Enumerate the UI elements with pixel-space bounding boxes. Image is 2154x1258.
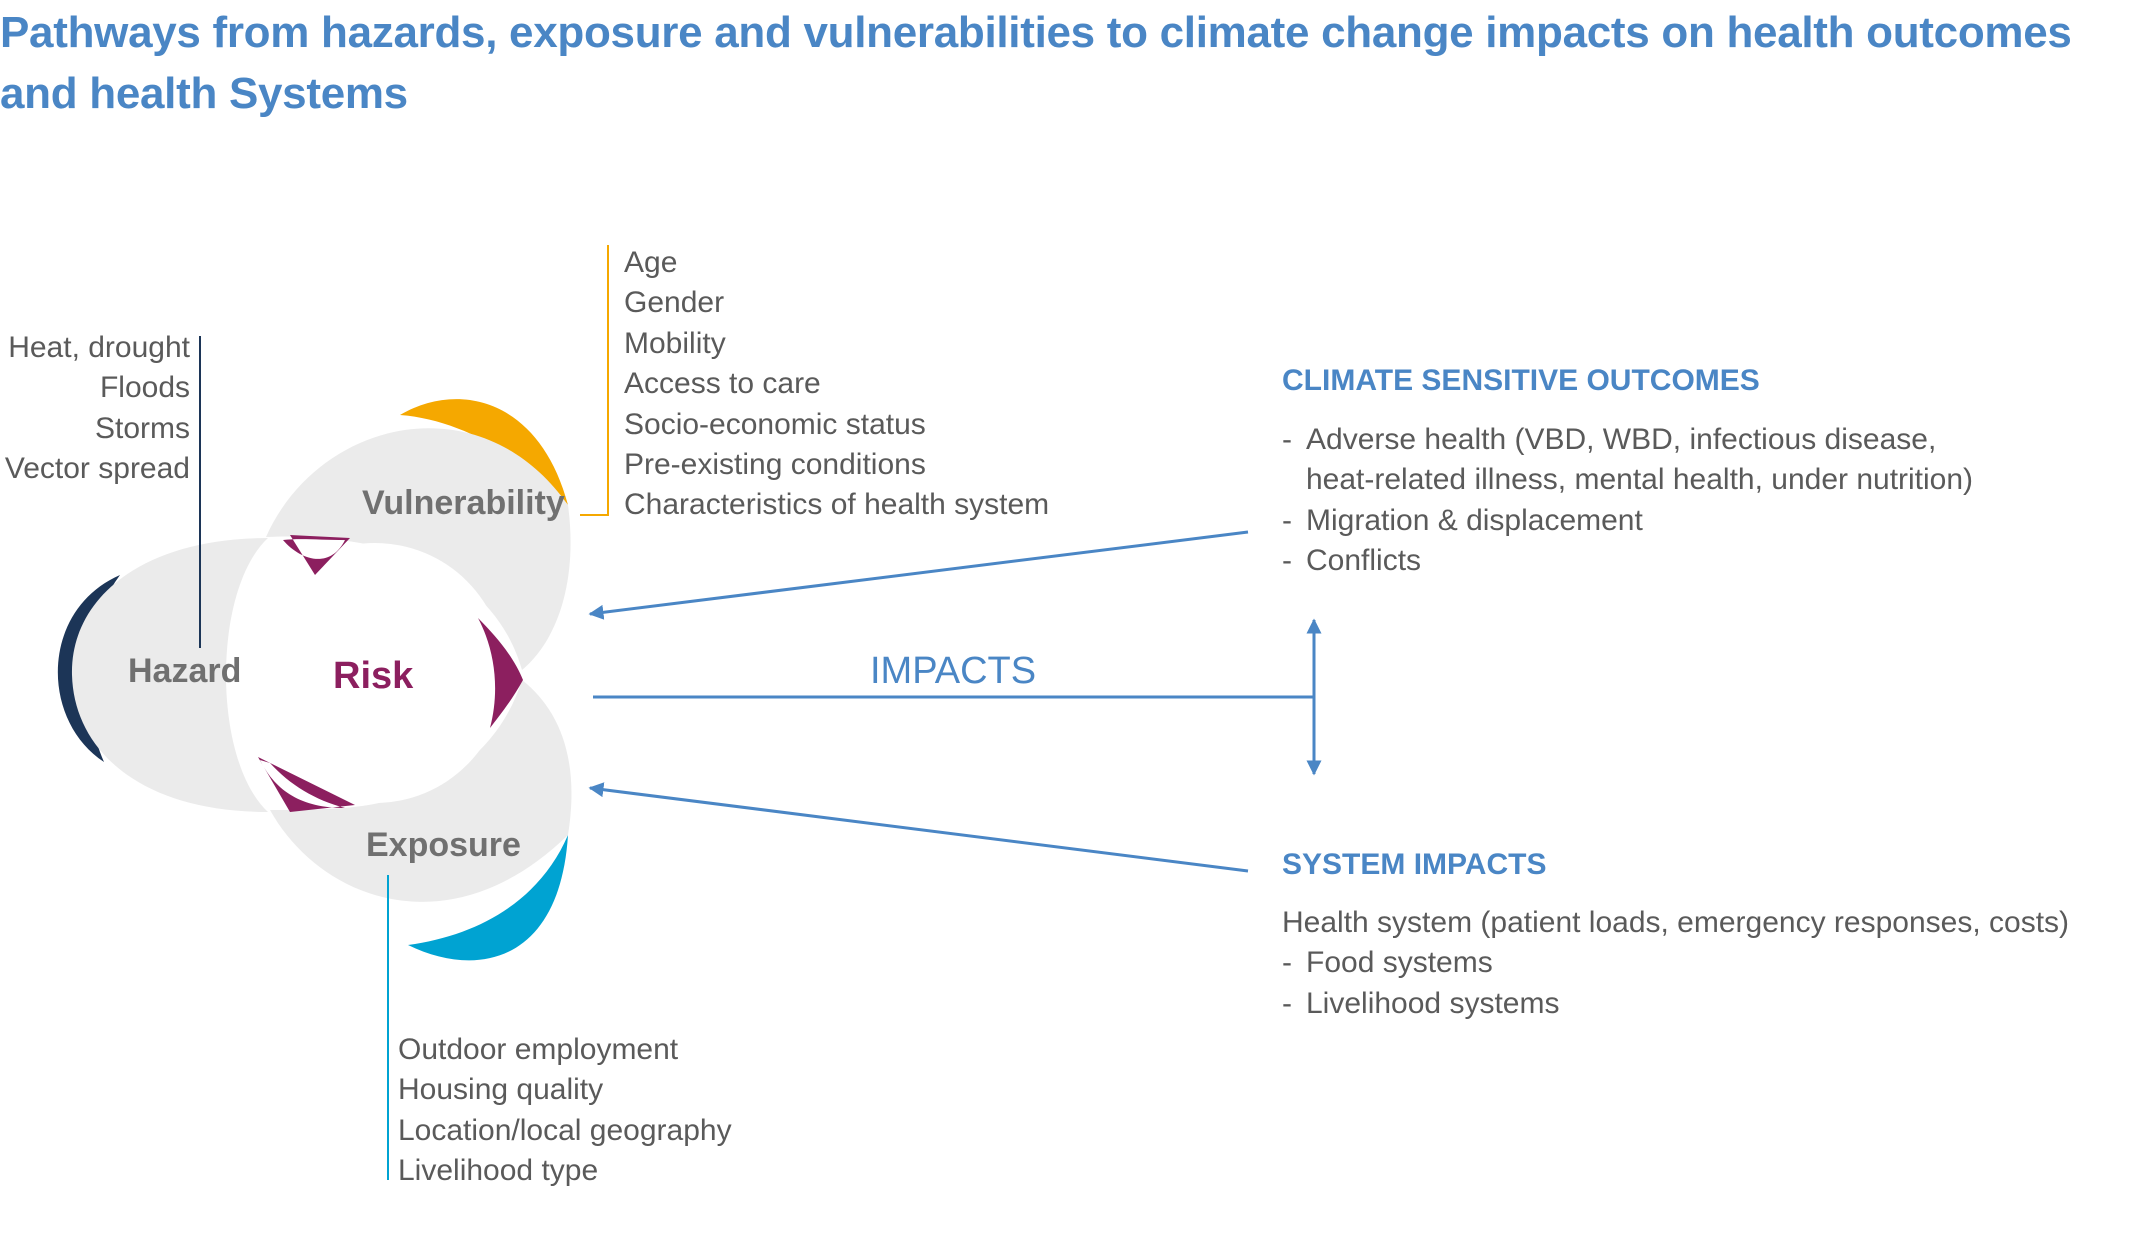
exposure-factor: Housing quality xyxy=(398,1073,604,1107)
system-impact-text: Food systems xyxy=(1306,946,1493,980)
system-impact-text: Health system (patient loads, emergency … xyxy=(1282,906,2070,939)
vulnerability-factors-list: Age Gender Mobility Access to care Socio… xyxy=(624,243,1049,526)
outcome-text: heat-related illness, mental health, und… xyxy=(1306,463,1974,497)
page-title: Pathways from hazards, exposure and vuln… xyxy=(0,2,2120,124)
hazard-factor: Vector spread xyxy=(4,452,190,486)
vulnerability-factor: Access to care xyxy=(624,367,821,401)
system-impacts-list: Health system (patient loads, emergency … xyxy=(1282,903,2069,1024)
exposure-factor: Outdoor employment xyxy=(398,1033,679,1066)
outcome-text: Migration & displacement xyxy=(1306,503,1643,537)
hazard-factor: Floods xyxy=(99,371,190,405)
system-impacts-arrow xyxy=(588,782,1249,873)
system-impact-item: - Food systems xyxy=(1282,943,2069,983)
system-impact-item: - Livelihood systems xyxy=(1282,984,2069,1024)
climate-outcomes-heading: CLIMATE SENSITIVE OUTCOMES xyxy=(1282,364,1760,397)
list-dash: - xyxy=(1282,423,1292,456)
hazard-petal xyxy=(71,538,268,812)
impacts-label: IMPACTS xyxy=(870,650,1037,692)
title-line-1: Pathways from hazards, exposure and vuln… xyxy=(0,8,2072,57)
overlap-hazard-vulnerability xyxy=(283,535,350,575)
vulnerability-factor: Pre-existing conditions xyxy=(624,448,926,482)
hazard-factor: Heat, drought xyxy=(8,331,190,364)
risk-core xyxy=(245,543,505,803)
outcome-item: - Conflicts xyxy=(1282,541,1973,581)
exposure-factor: Location/local geography xyxy=(398,1113,732,1147)
hazard-label: Hazard xyxy=(128,652,242,690)
climate-outcomes-list: - Adverse health (VBD, WBD, infectious di… xyxy=(1282,420,1973,582)
list-dash: - xyxy=(1282,544,1292,578)
overlap-vulnerability-exposure xyxy=(478,618,523,728)
hazard-factor: Storms xyxy=(94,411,190,445)
outcome-item: - Adverse health (VBD, WBD, infectious di… xyxy=(1282,420,1973,460)
list-dash: - xyxy=(1282,986,1292,1020)
vulnerability-petal xyxy=(266,428,571,670)
vulnerability-factor: Socio-economic status xyxy=(624,407,926,441)
overlap-hazard-exposure xyxy=(258,757,355,812)
outcome-item-continuation: heat-related illness, mental health, und… xyxy=(1282,460,1973,500)
vulnerability-factor: Mobility xyxy=(624,326,726,360)
vulnerability-factor: Gender xyxy=(624,286,725,320)
hazard-factors-list: Heat, drought Floods Storms Vector sprea… xyxy=(0,328,190,490)
system-impacts-heading: SYSTEM IMPACTS xyxy=(1282,848,1547,881)
system-impact-text: Livelihood systems xyxy=(1306,986,1560,1020)
title-line-2: and health Systems xyxy=(0,69,408,118)
exposure-crescent xyxy=(408,835,568,961)
outcomes-arrow xyxy=(588,530,1249,620)
vulnerability-bracket xyxy=(580,245,609,516)
exposure-label: Exposure xyxy=(366,826,521,864)
hazard-crescent xyxy=(57,575,120,762)
list-dash: - xyxy=(1282,946,1292,980)
outcome-text: Adverse health (VBD, WBD, infectious dis… xyxy=(1306,423,1937,456)
outcome-item: - Migration & displacement xyxy=(1282,501,1973,541)
list-dash: - xyxy=(1282,503,1292,537)
exposure-factors-list: Outdoor employment Housing quality Locat… xyxy=(398,1030,732,1192)
risk-label: Risk xyxy=(333,655,414,697)
vulnerability-label: Vulnerability xyxy=(362,484,565,522)
vulnerability-factor: Age xyxy=(624,246,678,279)
exposure-factor: Livelihood type xyxy=(398,1154,599,1188)
vulnerability-factor: Characteristics of health system xyxy=(624,488,1050,522)
outcome-text: Conflicts xyxy=(1306,544,1422,578)
vulnerability-crescent xyxy=(400,399,568,505)
system-impact-item: Health system (patient loads, emergency … xyxy=(1282,903,2069,943)
